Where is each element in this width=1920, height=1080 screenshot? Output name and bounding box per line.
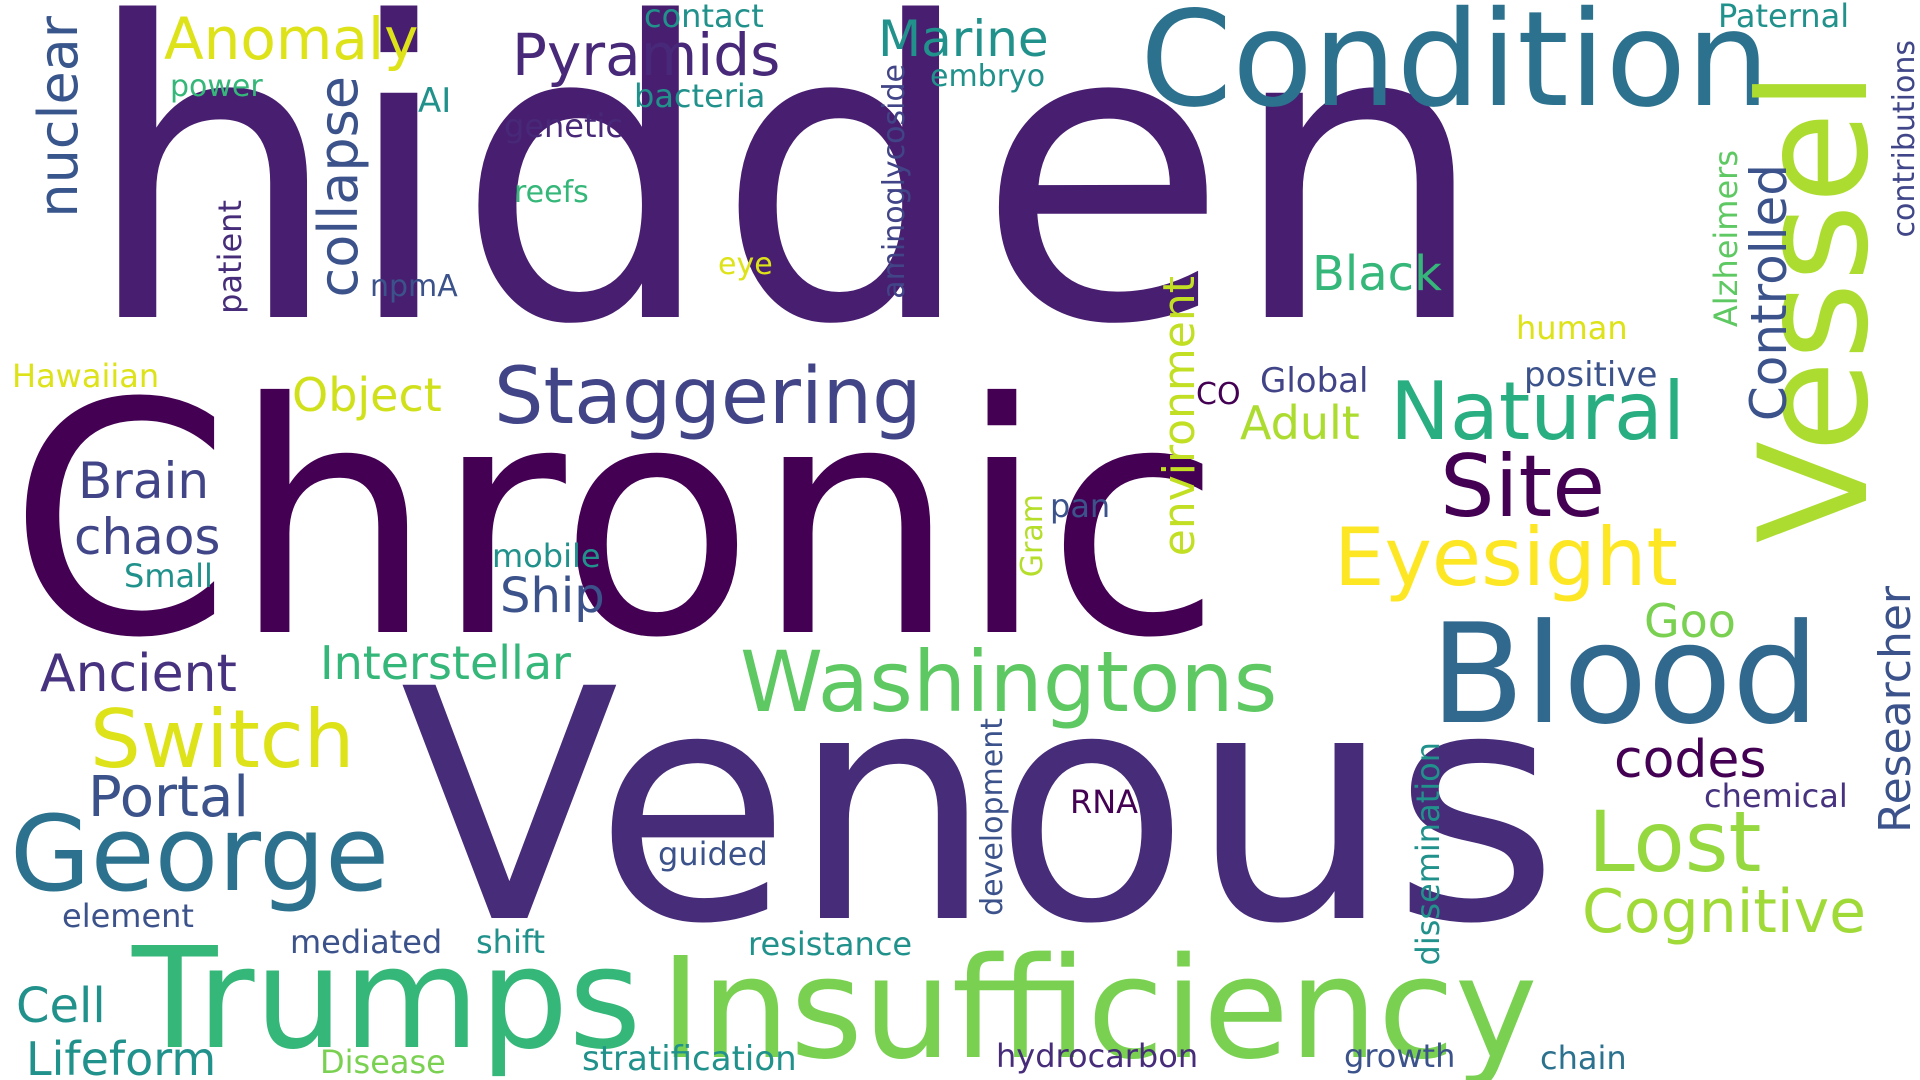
word-hydrocarbon: hydrocarbon xyxy=(996,1037,1199,1075)
word-chain: chain xyxy=(1540,1039,1627,1077)
word-cognitive: Cognitive xyxy=(1582,877,1867,947)
word-contributions: contributions xyxy=(1887,40,1920,238)
word-site: Site xyxy=(1440,437,1606,537)
word-goo: Goo xyxy=(1644,594,1736,648)
word-black: Black xyxy=(1312,246,1442,302)
word-lifeform: Lifeform xyxy=(26,1032,217,1080)
word-embryo: embryo xyxy=(930,59,1046,94)
word-reefs: reefs xyxy=(514,175,589,210)
word-growth: growth xyxy=(1344,1037,1456,1075)
word-chronic: Chronic xyxy=(8,336,1223,708)
word-rna: RNA xyxy=(1070,783,1139,821)
word-global: Global xyxy=(1260,361,1369,401)
word-object: Object xyxy=(292,368,442,422)
word-stratification: stratification xyxy=(582,1039,797,1079)
word-ship: Ship xyxy=(500,568,605,624)
word-paternal: Paternal xyxy=(1718,0,1850,35)
word-genetic: genetic xyxy=(504,107,623,145)
word-chaos: chaos xyxy=(74,508,221,566)
word-researcher: Researcher xyxy=(1870,586,1920,833)
word-positive: positive xyxy=(1524,355,1658,395)
word-natural: Natural xyxy=(1390,365,1686,458)
word-pan: pan xyxy=(1050,487,1111,525)
word-element: element xyxy=(62,897,194,935)
word-marine: Marine xyxy=(878,10,1049,68)
word-anomaly: Anomaly xyxy=(164,5,419,73)
word-washingtons: Washingtons xyxy=(740,633,1278,731)
word-eye: eye xyxy=(718,247,773,282)
word-environment: environment xyxy=(1154,276,1205,557)
word-lost: Lost xyxy=(1588,793,1762,891)
word-venous: Venous xyxy=(400,622,1560,994)
word-chemical: chemical xyxy=(1704,777,1848,815)
word-human: human xyxy=(1516,309,1628,347)
word-insufficiency: Insufficiency xyxy=(660,928,1538,1080)
word-george: George xyxy=(10,793,390,915)
word-alzheimers: Alzheimers xyxy=(1707,150,1745,328)
word-hidden: hidden xyxy=(82,0,1489,414)
word-controlled: Controlled xyxy=(1740,164,1798,422)
word-resistance: resistance xyxy=(748,925,913,963)
word-power: power xyxy=(170,69,263,104)
word-switch: Switch xyxy=(90,693,355,786)
word-co: CO xyxy=(1196,377,1241,412)
word-mediated: mediated xyxy=(290,923,443,961)
word-dissemination: dissemination xyxy=(1409,742,1447,966)
word-ancient: Ancient xyxy=(40,644,237,704)
word-mobile: mobile xyxy=(492,537,601,575)
word-adult: Adult xyxy=(1240,396,1360,450)
word-shift: shift xyxy=(476,923,546,961)
word-condition: Condition xyxy=(1140,0,1770,137)
word-disease: Disease xyxy=(320,1043,446,1080)
word-brain: Brain xyxy=(78,452,210,510)
word-codes: codes xyxy=(1614,730,1767,790)
word-npma: npmA xyxy=(370,269,458,304)
word-bacteria: bacteria xyxy=(634,77,766,115)
word-contact: contact xyxy=(644,0,764,35)
word-pyramids: Pyramids xyxy=(512,21,781,89)
word-aminoglycoside: aminoglycoside xyxy=(877,64,912,299)
word-nuclear: nuclear xyxy=(27,16,90,218)
word-cell: Cell xyxy=(16,978,106,1034)
word-development: development xyxy=(975,718,1010,916)
word-small: Small xyxy=(124,557,213,595)
word-hawaiian: Hawaiian xyxy=(12,357,160,395)
word-interstellar: Interstellar xyxy=(320,636,571,690)
word-portal: Portal xyxy=(88,765,249,830)
word-collapse: collapse xyxy=(307,76,370,298)
word-guided: guided xyxy=(658,835,768,873)
word-staggering: Staggering xyxy=(494,352,922,442)
word-eyesight: Eyesight xyxy=(1334,511,1678,604)
word-patient: patient xyxy=(211,200,249,314)
word-gram: Gram xyxy=(1015,494,1050,578)
word-blood: Blood xyxy=(1430,594,1820,755)
word-trumps: Trumps xyxy=(132,918,642,1080)
word-ai: AI xyxy=(418,81,452,121)
